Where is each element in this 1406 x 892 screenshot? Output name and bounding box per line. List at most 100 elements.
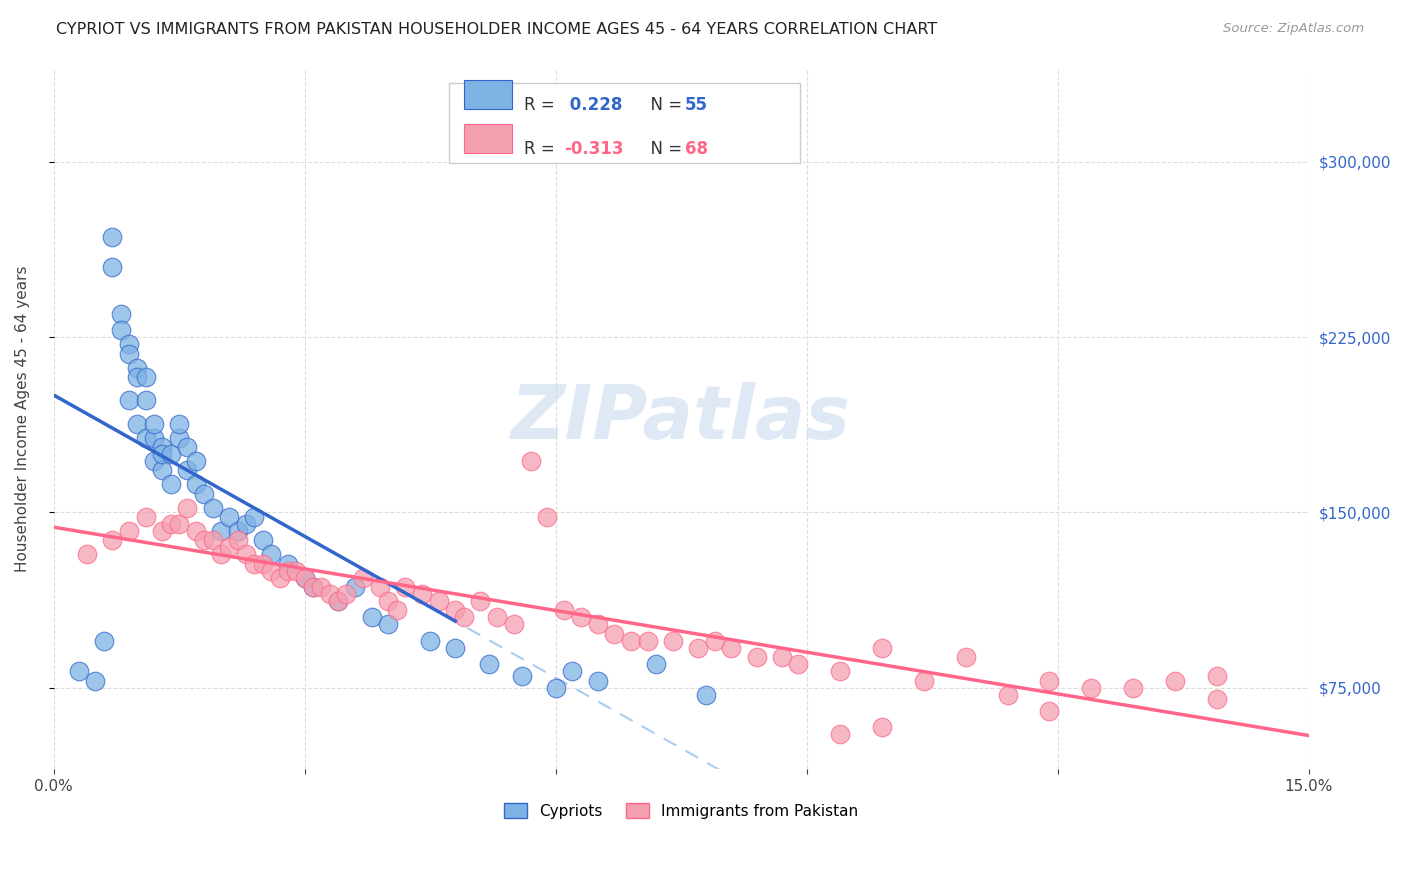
Point: [470, 594, 492, 608]
Point: [184, 524, 207, 538]
Point: [150, 524, 173, 538]
Point: [311, 580, 333, 594]
Point: [101, 229, 124, 244]
Point: [1080, 681, 1102, 695]
Point: [184, 454, 207, 468]
Point: [1038, 704, 1060, 718]
Point: [150, 447, 173, 461]
Point: [745, 650, 768, 665]
Point: [394, 580, 416, 594]
Point: [586, 673, 609, 688]
Point: [1205, 669, 1227, 683]
Point: [143, 454, 166, 468]
Point: [294, 571, 316, 585]
Point: [419, 633, 441, 648]
Point: [93, 633, 115, 648]
Point: [478, 657, 501, 672]
Point: [385, 603, 408, 617]
Point: [302, 580, 325, 594]
Point: [118, 524, 141, 538]
Point: [335, 587, 357, 601]
Point: [67, 664, 90, 678]
Point: [118, 393, 141, 408]
Text: R =: R =: [524, 140, 561, 159]
Point: [1205, 692, 1227, 706]
Point: [135, 510, 157, 524]
Point: [997, 688, 1019, 702]
Point: [519, 454, 541, 468]
Point: [427, 594, 450, 608]
Legend: Cypriots, Immigrants from Pakistan: Cypriots, Immigrants from Pakistan: [498, 797, 865, 825]
Point: [870, 720, 893, 734]
Point: [218, 541, 240, 555]
Point: [377, 617, 399, 632]
Point: [444, 603, 467, 617]
Point: [285, 564, 308, 578]
Point: [695, 688, 717, 702]
Text: 68: 68: [685, 140, 709, 159]
Point: [603, 627, 626, 641]
Point: [260, 548, 283, 562]
Point: [243, 510, 266, 524]
Point: [269, 571, 291, 585]
Point: [569, 610, 592, 624]
Point: [277, 557, 299, 571]
Point: [226, 533, 249, 548]
Text: R =: R =: [524, 96, 561, 114]
Point: [127, 360, 149, 375]
Point: [127, 417, 149, 431]
Point: [184, 477, 207, 491]
Point: [787, 657, 810, 672]
Point: [326, 594, 349, 608]
Point: [159, 447, 181, 461]
FancyBboxPatch shape: [449, 83, 800, 163]
Point: [453, 610, 475, 624]
Point: [209, 548, 232, 562]
Point: [302, 580, 325, 594]
Point: [770, 650, 793, 665]
Point: [101, 260, 124, 274]
Point: [252, 557, 274, 571]
Point: [218, 510, 240, 524]
Point: [411, 587, 433, 601]
Point: [135, 431, 157, 445]
Point: [135, 393, 157, 408]
Point: [326, 594, 349, 608]
Point: [84, 673, 107, 688]
Point: [720, 640, 742, 655]
FancyBboxPatch shape: [464, 79, 512, 109]
Point: [118, 337, 141, 351]
Point: [150, 463, 173, 477]
Point: [502, 617, 524, 632]
Point: [510, 669, 533, 683]
Point: [294, 571, 316, 585]
Point: [662, 633, 685, 648]
Point: [176, 463, 198, 477]
Point: [101, 533, 124, 548]
Point: [955, 650, 977, 665]
Text: N =: N =: [640, 140, 688, 159]
Point: [352, 571, 374, 585]
Text: CYPRIOT VS IMMIGRANTS FROM PAKISTAN HOUSEHOLDER INCOME AGES 45 - 64 YEARS CORREL: CYPRIOT VS IMMIGRANTS FROM PAKISTAN HOUS…: [56, 22, 938, 37]
Point: [870, 640, 893, 655]
Point: [143, 417, 166, 431]
Point: [209, 524, 232, 538]
Point: [235, 548, 257, 562]
Point: [620, 633, 643, 648]
Point: [830, 727, 852, 741]
Text: -0.313: -0.313: [564, 140, 624, 159]
Point: [486, 610, 509, 624]
Point: [135, 369, 157, 384]
Point: [536, 510, 558, 524]
Point: [553, 603, 575, 617]
Point: [645, 657, 668, 672]
Point: [201, 500, 224, 515]
Point: [912, 673, 935, 688]
Text: 55: 55: [685, 96, 709, 114]
Point: [686, 640, 709, 655]
Point: [150, 440, 173, 454]
Point: [118, 346, 141, 360]
Point: [277, 564, 299, 578]
Point: [193, 486, 215, 500]
Point: [377, 594, 399, 608]
